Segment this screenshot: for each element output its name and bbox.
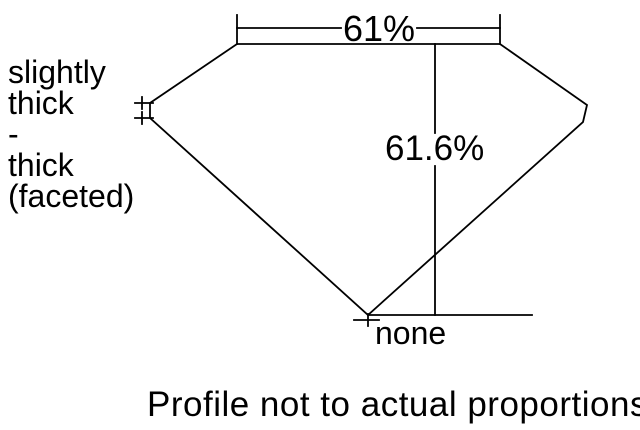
girdle-thickness-tick-top <box>134 96 154 110</box>
diamond-outline <box>149 43 589 317</box>
girdle-thickness-tick-bottom <box>134 111 154 125</box>
culet-tick <box>353 313 380 327</box>
table-width-label: 61% <box>343 8 416 49</box>
footnote: Profile not to actual proportions <box>147 385 640 424</box>
culet-label: none <box>375 315 447 351</box>
depth-label: 61.6% <box>385 129 485 168</box>
girdle-label: slightly thick - thick (faceted) <box>8 54 135 214</box>
